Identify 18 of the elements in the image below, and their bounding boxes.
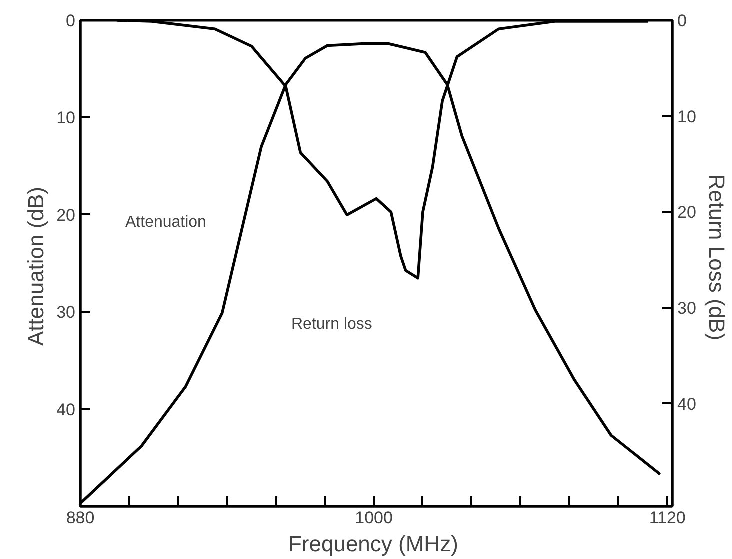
y-tick-label: 10 — [56, 108, 76, 128]
x-tick-label: 880 — [66, 508, 95, 528]
y-tick-label: 40 — [56, 400, 76, 420]
y-tick-label: 0 — [66, 12, 76, 30]
y2-tick-label: 10 — [678, 107, 696, 126]
x-axis-title: Frequency (MHz) — [288, 532, 458, 556]
y2-tick-label: 0 — [678, 12, 687, 30]
y2-tick-label: 40 — [678, 394, 696, 414]
y2-tick-label: 30 — [678, 299, 696, 318]
y2-tick-label: 20 — [678, 203, 696, 222]
x-tick-label: 1120 — [649, 508, 686, 528]
y-axis-title: Attenuation (dB) — [24, 187, 49, 346]
y2-axis-title: Return Loss (dB) — [704, 174, 730, 341]
x-tick-label: 1000 — [355, 508, 393, 528]
y-tick-label: 30 — [56, 303, 76, 322]
y-tick-label: 20 — [56, 206, 76, 225]
annotation: Return loss — [292, 316, 372, 333]
annotation: Attenuation — [126, 214, 206, 231]
